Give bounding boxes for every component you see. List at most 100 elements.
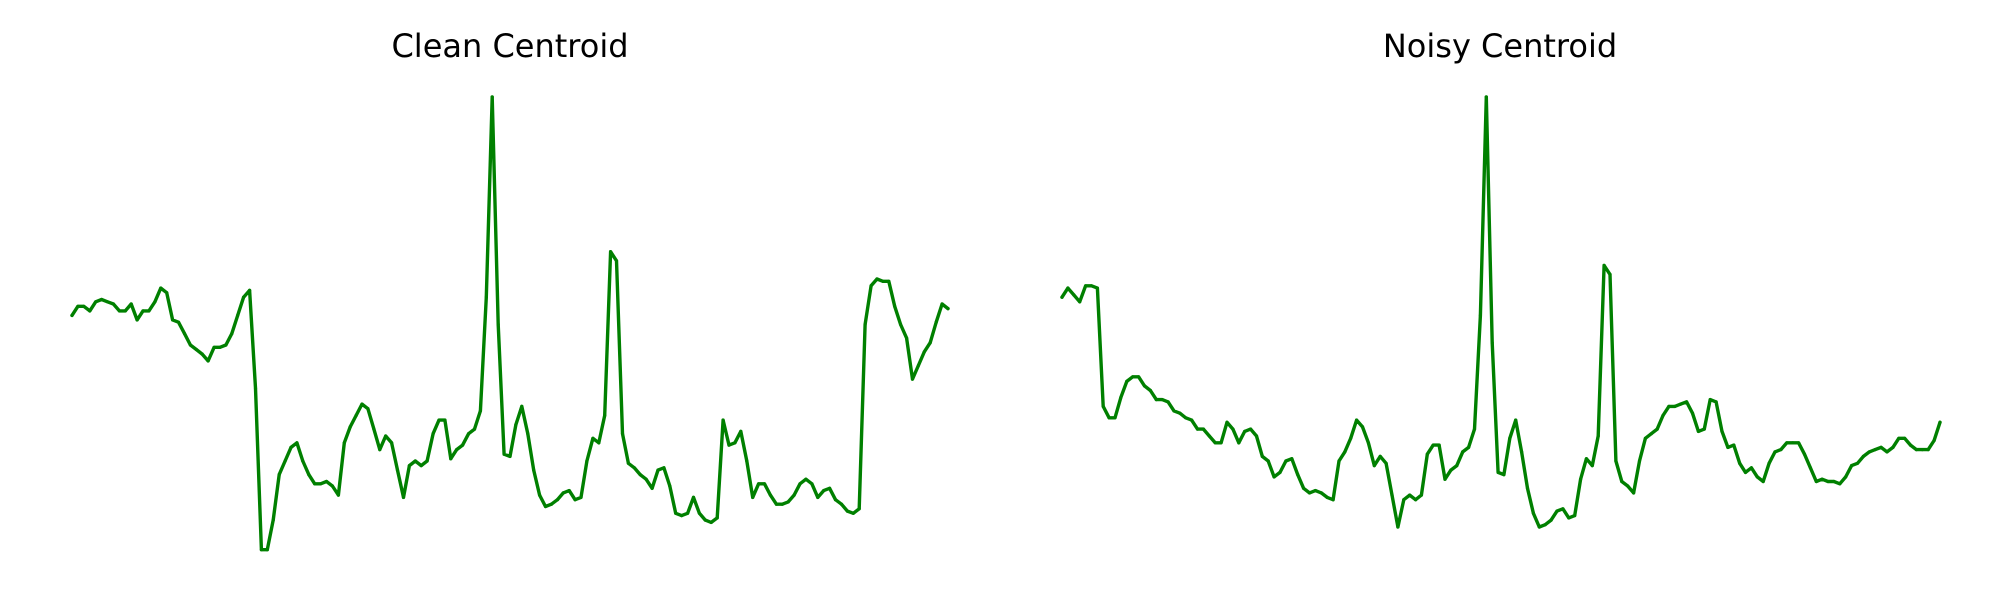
data-point (745, 459, 749, 463)
data-point (733, 441, 737, 445)
data-point (176, 320, 181, 324)
data-point (88, 309, 92, 313)
data-point (324, 479, 329, 484)
data-point (1938, 420, 1942, 424)
data-point (626, 461, 631, 465)
data-point (603, 413, 607, 418)
data-point (1850, 464, 1854, 468)
data-point (526, 432, 530, 436)
chart-title-noisy: Noisy Centroid (1383, 27, 1617, 65)
data-point (478, 409, 482, 413)
data-point (1084, 284, 1088, 288)
data-point (650, 486, 654, 490)
data-point (1154, 398, 1158, 402)
data-point (1855, 461, 1860, 465)
series-line-noisy (1060, 95, 1942, 529)
data-point (810, 482, 814, 486)
data-point (443, 418, 447, 422)
data-point (1879, 445, 1883, 449)
data-point (319, 482, 323, 486)
data-point (1767, 461, 1771, 465)
data-point (543, 504, 548, 509)
data-point (1396, 525, 1400, 529)
data-point (1166, 400, 1170, 404)
data-point (703, 518, 707, 522)
data-point (620, 432, 625, 436)
data-point (946, 307, 950, 311)
data-point (165, 291, 169, 295)
data-point (1861, 454, 1865, 458)
data-point (1449, 468, 1453, 472)
data-point (579, 495, 583, 499)
data-point (1679, 402, 1683, 406)
data-point (1360, 425, 1365, 429)
data-point (455, 448, 459, 452)
data-point (691, 495, 696, 499)
data-point (1773, 450, 1777, 454)
data-point (1337, 459, 1341, 463)
data-point (419, 464, 423, 468)
data-point (1637, 459, 1642, 463)
data-point (496, 322, 500, 327)
data-point (1472, 427, 1477, 431)
data-point (194, 347, 198, 352)
data-point (1808, 466, 1812, 470)
data-point (1160, 398, 1164, 402)
data-point (1897, 436, 1901, 440)
data-point (1184, 416, 1188, 420)
data-point (354, 413, 358, 418)
data-point (709, 520, 713, 525)
data-point (1390, 493, 1394, 497)
data-point (905, 336, 909, 340)
data-point (117, 309, 121, 313)
data-point (1355, 418, 1359, 422)
data-point (1384, 461, 1388, 465)
data-point (1148, 388, 1152, 393)
data-point (336, 493, 340, 497)
data-point (1791, 441, 1795, 445)
data-point (366, 407, 370, 411)
data-point (1626, 484, 1630, 488)
data-point (1885, 450, 1889, 454)
data-point (1614, 459, 1618, 463)
data-point (1307, 491, 1312, 495)
data-points-clean (70, 95, 950, 552)
data-point (1690, 411, 1695, 415)
data-point (715, 516, 719, 520)
data-point (833, 498, 838, 502)
data-point (342, 441, 346, 445)
data-point (1095, 286, 1099, 290)
data-point (1231, 427, 1235, 431)
data-point (1785, 441, 1789, 445)
data-point (407, 464, 411, 468)
data-point (1260, 454, 1264, 458)
data-point (1632, 491, 1636, 495)
data-point (922, 350, 926, 354)
data-point (360, 402, 364, 406)
data-point (561, 491, 565, 495)
data-point (1525, 486, 1530, 490)
data-point (549, 502, 554, 506)
data-point (857, 507, 861, 511)
data-point (1649, 432, 1653, 436)
data-point (384, 434, 388, 438)
data-point (1207, 434, 1211, 438)
data-point (804, 477, 808, 481)
data-point (502, 452, 506, 456)
data-point (1131, 375, 1135, 379)
data-point (839, 502, 844, 506)
data-point (111, 302, 115, 306)
data-point (1643, 436, 1647, 440)
data-point (289, 445, 293, 449)
data-point (437, 418, 441, 422)
data-point (1755, 475, 1759, 479)
data-point (1549, 518, 1553, 522)
data-point (721, 418, 725, 422)
data-points-noisy (1060, 95, 1942, 529)
data-point (1743, 470, 1748, 474)
data-point (928, 341, 932, 345)
data-point (1531, 511, 1535, 515)
data-point (94, 300, 98, 304)
data-point (1673, 404, 1677, 408)
